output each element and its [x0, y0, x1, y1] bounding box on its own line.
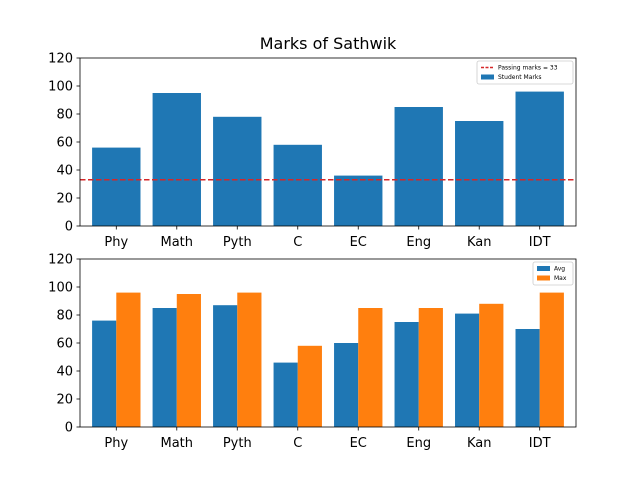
bar-avg-ec — [334, 343, 359, 427]
chart-title: Marks of Sathwik — [260, 34, 397, 53]
y-tick-label: 80 — [56, 108, 73, 123]
x-tick-label: EC — [350, 436, 367, 451]
bar-max-c — [297, 345, 322, 427]
bar-max-ec — [358, 308, 383, 427]
x-tick-label: Math — [161, 235, 194, 250]
x-tick-label: Phy — [104, 235, 128, 250]
x-tick-label: Eng — [406, 436, 431, 451]
bar-max-phy — [116, 292, 141, 427]
y-tick-label: 0 — [65, 220, 73, 235]
legend-label: Student Marks — [498, 74, 541, 81]
x-tick-label: EC — [350, 235, 367, 250]
bar-max-math — [176, 294, 201, 427]
x-tick-label: Kan — [467, 235, 492, 250]
y-tick-label: 120 — [48, 52, 73, 67]
bar-avg-phy — [92, 320, 117, 427]
y-tick-label: 20 — [56, 192, 73, 207]
legend-label: Max — [554, 275, 567, 282]
bar-max-kan — [479, 303, 504, 427]
y-tick-label: 120 — [48, 253, 73, 268]
bar-avg-eng — [394, 322, 419, 427]
x-tick-label: Pyth — [223, 436, 252, 451]
legend-label: Passing marks = 33 — [498, 65, 558, 72]
y-tick-label: 80 — [56, 309, 73, 324]
x-tick-label: Math — [161, 436, 194, 451]
bar-student-marks-idt — [515, 91, 564, 226]
legend-swatch — [537, 275, 550, 281]
bar-avg-kan — [455, 313, 480, 427]
x-tick-label: IDT — [529, 235, 551, 250]
bar-student-marks-pyth — [213, 116, 262, 226]
x-tick-label: C — [293, 436, 302, 451]
y-tick-label: 100 — [48, 281, 73, 296]
y-tick-label: 100 — [48, 80, 73, 95]
y-tick-label: 20 — [56, 393, 73, 408]
bar-student-marks-math — [152, 93, 201, 226]
x-tick-label: C — [293, 235, 302, 250]
bar-max-pyth — [237, 292, 262, 427]
x-tick-label: Kan — [467, 436, 492, 451]
legend: Passing marks = 33 Student Marks — [476, 60, 574, 85]
top-bar-chart: 0 20 40 60 80 100 120 Phy Math Pyth C EC Eng Kan IDT Pa… — [48, 52, 577, 250]
bar-student-marks-ec — [334, 175, 383, 226]
legend: Avg Max — [532, 261, 574, 286]
bar-student-marks-c — [273, 144, 322, 226]
legend-swatch — [537, 266, 550, 271]
legend-label: Avg — [554, 266, 565, 273]
x-tick-label: IDT — [529, 436, 551, 451]
x-tick-label: Phy — [104, 436, 128, 451]
legend-box — [476, 60, 574, 85]
bar-student-marks-phy — [92, 147, 141, 226]
bar-avg-c — [273, 362, 298, 427]
y-tick-label: 40 — [56, 365, 73, 380]
bar-avg-pyth — [213, 305, 238, 427]
bar-avg-idt — [515, 329, 540, 427]
bar-student-marks-kan — [455, 121, 504, 226]
bar-student-marks-eng — [394, 107, 443, 226]
y-tick-label: 0 — [65, 421, 73, 436]
y-tick-label: 60 — [56, 136, 73, 151]
bar-max-eng — [418, 308, 443, 427]
bottom-bar-chart: 0 20 40 60 80 100 120 Phy Math Pyth C EC Eng Kan IDT Av… — [48, 253, 577, 451]
y-tick-label: 40 — [56, 164, 73, 179]
bar-avg-math — [152, 308, 177, 427]
legend-box — [532, 261, 574, 286]
x-tick-label: Eng — [406, 235, 431, 250]
legend-swatch — [481, 74, 494, 80]
y-tick-label: 60 — [56, 337, 73, 352]
x-tick-label: Pyth — [223, 235, 252, 250]
bar-max-idt — [539, 292, 564, 427]
